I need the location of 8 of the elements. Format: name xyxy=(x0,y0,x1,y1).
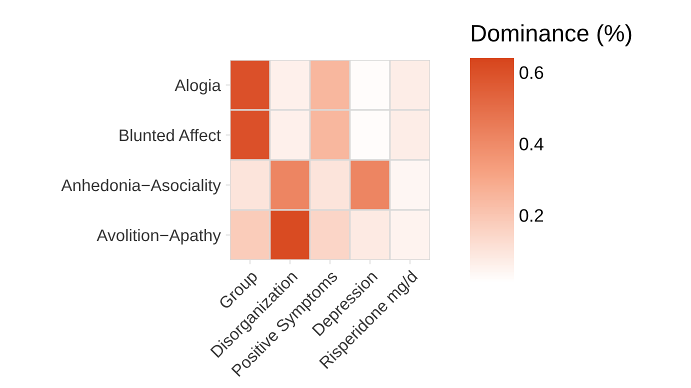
y-tick-label: Avolition−Apathy xyxy=(96,228,221,244)
y-tick-label: Alogia xyxy=(174,78,221,94)
y-tick-label: Blunted Affect xyxy=(120,128,221,142)
color-bar-label: 0.2 xyxy=(520,209,544,222)
color-bar-label: 0.4 xyxy=(520,138,544,150)
color-bar-label: 0.6 xyxy=(520,66,544,80)
y-tick-label: Anhedonia−Asociality xyxy=(61,178,221,194)
color-bar-title: Dominance (%) xyxy=(472,24,632,46)
